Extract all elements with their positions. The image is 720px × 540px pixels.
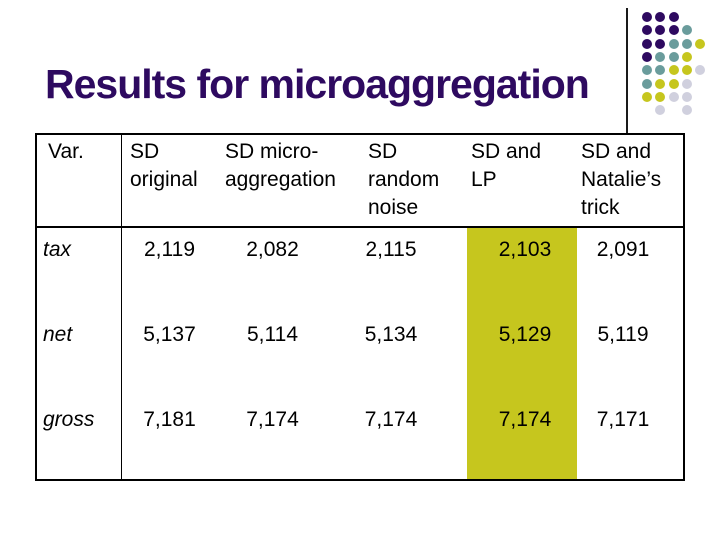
value-cell: 2,115 [365,238,417,261]
decor-dot [668,38,679,49]
decor-dot [655,51,666,62]
decor-dot [655,78,666,89]
decor-dot [668,78,679,89]
row-label-gross: gross [37,398,122,479]
decor-dot [642,38,652,49]
decor-dot [681,91,692,102]
decor-dot [655,25,666,36]
decor-dot [668,51,679,62]
slide-title: Results for microaggregation [45,61,590,107]
value-cell: 5,134 [364,323,418,346]
decor-dot [695,38,706,49]
value-cell: 5,119 [597,323,649,346]
value-cell: 2,119 [144,238,195,261]
decor-dot [681,105,692,116]
decor-dot [668,25,679,36]
decor-dot-grid [642,12,714,127]
value-cell: 2,091 [596,238,650,261]
decor-dot [655,38,666,49]
decor-dot [681,25,692,36]
decor-dot [668,12,679,22]
header-cell-sd-and-natalies-trick: SD and Natalie’s trick [577,135,683,228]
decor-dot [681,38,692,49]
decor-dot [695,65,706,76]
decor-dot [668,65,679,76]
value-cell: 7,174 [246,408,299,431]
decor-vertical-line [626,8,628,134]
row-label-tax: tax [37,228,122,313]
value-cell: 2,082 [246,238,299,261]
decor-dot [681,51,692,62]
header-cell-sd-microaggregation: SD micro- aggregation [217,135,360,228]
decor-dot [642,91,652,102]
decor-dot [642,51,652,62]
header-cell-var: Var. [37,135,122,228]
value-cell-highlighted: 2,103 [467,228,577,313]
row-label-net: net [37,313,122,398]
value-cell: 5,114 [247,323,298,346]
decor-dot [655,91,666,102]
value-cell-highlighted: 5,129 [467,313,577,398]
decor-dot [668,91,679,102]
decor-dot [642,78,652,89]
decor-dot [681,65,692,76]
value-cell: 7,171 [596,408,650,431]
value-cell-highlighted: 7,174 [467,398,577,479]
decor-dot [655,12,666,22]
decor-dot [655,65,666,76]
decor-dot [642,25,652,36]
decor-dot [642,12,652,22]
results-table: Var. SD original SD micro- aggregation S… [35,133,685,481]
header-cell-sd-and-lp: SD and LP [467,135,577,228]
decor-dot [681,78,692,89]
value-cell: 7,181 [143,408,196,431]
value-cell: 7,174 [364,408,418,431]
decor-dot [655,105,666,116]
header-cell-sd-random-noise: SD random noise [360,135,467,228]
header-cell-sd-original: SD original [122,135,217,228]
decor-dot [642,65,652,76]
value-cell: 5,137 [143,323,196,346]
